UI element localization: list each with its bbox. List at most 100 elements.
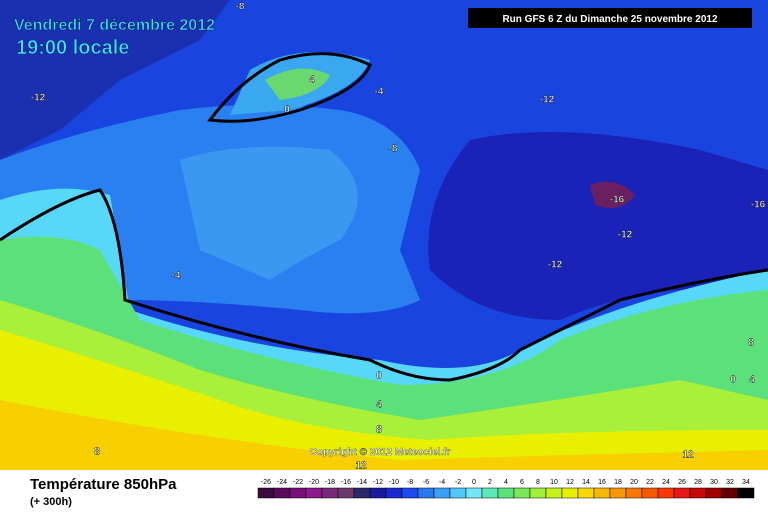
scale-swatch [433, 487, 451, 499]
scale-swatch [465, 487, 483, 499]
contour-label: 8 [376, 425, 382, 436]
scale-label: -22 [293, 479, 303, 486]
very-cold-zone [590, 181, 635, 209]
scale-swatch [449, 487, 467, 499]
scale-swatch [593, 487, 611, 499]
scale-swatch [337, 487, 355, 499]
contour-label: -4 [375, 87, 384, 98]
contour-label: -12 [548, 260, 563, 271]
zero-isotherm [207, 52, 372, 123]
contour-label: 12 [355, 461, 367, 472]
contour-label: -8 [389, 144, 398, 155]
scale-label: 10 [550, 479, 558, 486]
scale-swatch [385, 487, 403, 499]
scale-label: 14 [582, 479, 590, 486]
contour-label: -4 [172, 271, 181, 282]
time: 19:00 locale [16, 37, 129, 59]
date: Vendredi 7 décembre 2012 [14, 17, 215, 34]
scale-swatch [481, 487, 499, 499]
scale-swatch [705, 487, 723, 499]
contour-label: 4 [309, 75, 315, 86]
scale-swatch [369, 487, 387, 499]
color-scale: -26 -24 -22 -20 -18 -16 -14 -12 -10 -8 -6 -4 -2 0 2 4 6 8… [257, 479, 755, 499]
scale-swatch [305, 487, 323, 499]
scale-label: -4 [439, 479, 445, 486]
run-box [468, 8, 752, 28]
scale-swatch [641, 487, 659, 499]
scale-label: 0 [472, 479, 476, 486]
scale-label: -16 [341, 479, 351, 486]
warm-spot [265, 68, 330, 100]
footer-title: Température 850hPa [30, 476, 177, 493]
scale-swatch [273, 487, 291, 499]
scale-swatch [353, 487, 371, 499]
mild-zone [180, 146, 358, 280]
scale-label: 24 [662, 479, 670, 486]
scale-swatch [513, 487, 531, 499]
scale-label: -8 [407, 479, 413, 486]
scale-label: 32 [726, 479, 734, 486]
scale-label: 16 [598, 479, 606, 486]
scale-label: 26 [678, 479, 686, 486]
scale-swatch [545, 487, 563, 499]
run-info: Run GFS 6 Z du Dimanche 25 novembre 2012 [502, 14, 718, 25]
scale-swatch [289, 487, 307, 499]
cold-zone [0, 0, 230, 160]
scale-swatch [737, 487, 755, 499]
cold-zone [428, 132, 768, 320]
contour-label: 0 [730, 375, 736, 386]
scale-label: 8 [536, 479, 540, 486]
orange-band [0, 400, 768, 470]
scale-label: -14 [357, 479, 367, 486]
scale-label: 18 [614, 479, 622, 486]
scale-swatch [257, 487, 275, 499]
scale-label: 6 [520, 479, 524, 486]
scale-label: 12 [566, 479, 574, 486]
scale-label: 22 [646, 479, 654, 486]
footer-subtitle: (+ 300h) [30, 496, 72, 508]
scale-swatch [321, 487, 339, 499]
scale-label: -26 [261, 479, 271, 486]
scale-swatch [657, 487, 675, 499]
scale-swatch [689, 487, 707, 499]
scale-label: -6 [423, 479, 429, 486]
contour-label: 4 [376, 400, 382, 411]
scale-swatch [561, 487, 579, 499]
contour-label: 12 [682, 450, 694, 461]
contour-label: 4 [749, 375, 755, 386]
contour-label: -12 [618, 230, 633, 241]
scale-swatch [721, 487, 739, 499]
contour-label: 8 [748, 338, 754, 349]
scale-label: -18 [325, 479, 335, 486]
contour-label: 0 [284, 105, 290, 116]
scale-swatch [625, 487, 643, 499]
contour-label: -8 [236, 2, 245, 13]
scale-label: 30 [710, 479, 718, 486]
scale-swatch [417, 487, 435, 499]
contour-label: -12 [540, 95, 555, 106]
scale-label: -24 [277, 479, 287, 486]
scale-label: -12 [373, 479, 383, 486]
scale-label: 28 [694, 479, 702, 486]
scale-label: 2 [488, 479, 492, 486]
scale-swatch [673, 487, 691, 499]
contour-label: -16 [751, 200, 766, 211]
scale-label: -10 [389, 479, 399, 486]
contour-label: 0 [376, 371, 382, 382]
copyright: Copyright © 2012 Meteociel.fr [310, 447, 451, 458]
scale-swatch [497, 487, 515, 499]
scale-swatch [577, 487, 595, 499]
scale-swatch [529, 487, 547, 499]
scale-swatch [609, 487, 627, 499]
scale-label: 4 [504, 479, 508, 486]
contour-label: 8 [94, 447, 100, 458]
scale-label: -2 [455, 479, 461, 486]
scale-label: -20 [309, 479, 319, 486]
contour-label: -12 [31, 93, 46, 104]
scale-label: 34 [742, 479, 750, 486]
contour-label: -16 [610, 195, 625, 206]
scale-label: 20 [630, 479, 638, 486]
scale-swatch [401, 487, 419, 499]
zero-isotherm [0, 188, 768, 382]
